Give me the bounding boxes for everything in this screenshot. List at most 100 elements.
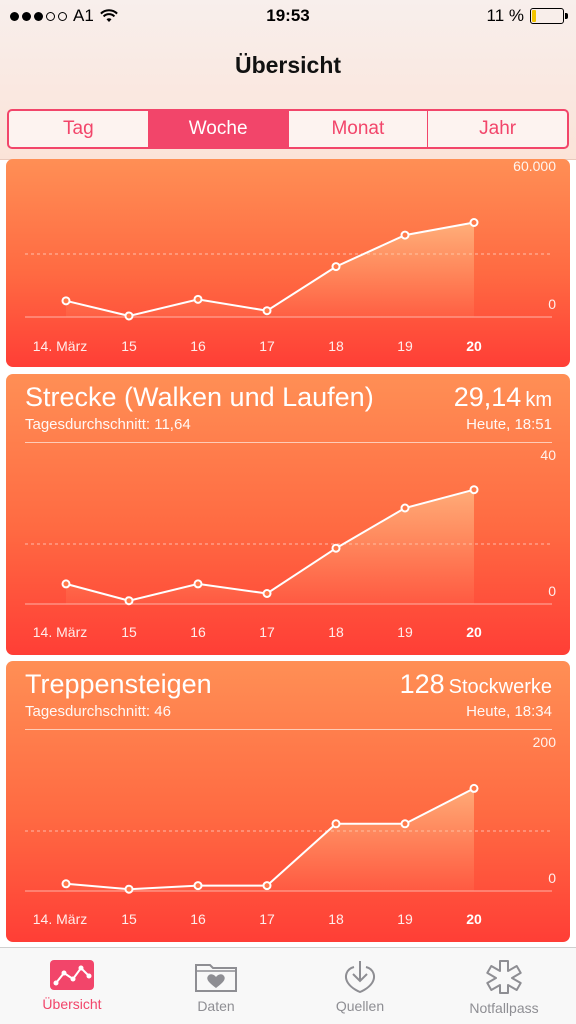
card-title: Strecke (Walken und Laufen) xyxy=(25,382,374,412)
stairs-chart: 200 0 14. März 15 16 17 18 19 20 xyxy=(25,734,557,927)
tab-uebersicht[interactable]: Übersicht xyxy=(0,948,144,1024)
card-average: Tagesdurchschnitt: 46 xyxy=(25,703,171,720)
card-timestamp: Heute, 18:51 xyxy=(466,416,552,433)
steps-chart: 60.000 0 14. März 15 16 17 18 19 20 xyxy=(25,159,556,354)
x-tick-6: 20 xyxy=(466,624,482,640)
asterisk-icon xyxy=(486,960,522,994)
chart-icon xyxy=(50,960,94,990)
card-title: Treppensteigen xyxy=(25,669,212,699)
y-tick-max: 60.000 xyxy=(513,159,556,174)
stairs-card[interactable]: Treppensteigen Tagesdurchschnitt: 46 128… xyxy=(6,661,570,942)
battery-percent: 11 % xyxy=(486,6,525,25)
card-average: Tagesdurchschnitt: 11,64 xyxy=(25,416,191,433)
x-tick-0: 14. März xyxy=(33,911,87,927)
data-point-0 xyxy=(61,579,71,589)
tab-daten[interactable]: Daten xyxy=(144,948,288,1024)
signal-icon xyxy=(10,11,67,21)
data-point-3 xyxy=(262,881,272,891)
tab-bar: Übersicht Daten Quellen Notfallpass xyxy=(0,947,576,1024)
value-number: 128 xyxy=(399,669,445,699)
data-point-1 xyxy=(124,311,134,321)
segment-monat[interactable]: Monat xyxy=(289,111,429,147)
download-heart-icon xyxy=(345,961,375,993)
segment-jahr[interactable]: Jahr xyxy=(479,118,517,139)
distance-chart: 40 0 14. März 15 16 17 18 19 20 xyxy=(25,447,556,640)
x-tick-2: 16 xyxy=(190,624,206,640)
tab-label: Daten xyxy=(197,998,235,1014)
y-tick-max: 200 xyxy=(533,734,557,750)
divider xyxy=(25,729,552,730)
data-point-2 xyxy=(193,579,203,589)
heart-folder-icon xyxy=(195,964,237,992)
data-point-2 xyxy=(193,881,203,891)
value-number: 29,14 xyxy=(453,382,522,412)
x-tick-3: 17 xyxy=(259,624,275,640)
data-point-5 xyxy=(400,230,410,240)
y-tick-zero: 0 xyxy=(548,296,556,312)
x-tick-3: 17 xyxy=(259,911,275,927)
x-tick-5: 19 xyxy=(397,624,413,640)
x-tick-0: 14. März xyxy=(33,624,87,640)
card-value: 128 Stockwerke xyxy=(400,669,552,700)
x-tick-3: 17 xyxy=(259,338,275,354)
data-point-5 xyxy=(400,819,410,829)
status-bar: A1 19:53 11 % xyxy=(0,6,576,28)
segment-tag[interactable]: Tag xyxy=(9,111,149,147)
x-tick-4: 18 xyxy=(328,911,344,927)
x-tick-6: 20 xyxy=(466,338,482,354)
data-point-4 xyxy=(331,543,341,553)
data-point-4 xyxy=(331,819,341,829)
tab-label: Quellen xyxy=(335,998,385,1014)
data-point-0 xyxy=(61,879,71,889)
card-value: 29,14 km xyxy=(454,382,552,413)
card-timestamp: Heute, 18:34 xyxy=(466,703,552,720)
battery-icon xyxy=(530,8,568,24)
data-point-6 xyxy=(469,783,479,793)
value-unit: km xyxy=(525,389,552,411)
tab-label: Notfallpass xyxy=(469,1000,539,1016)
y-tick-zero: 0 xyxy=(548,583,556,599)
segment-woche[interactable]: Woche xyxy=(148,111,289,147)
tab-notfallpass[interactable]: Notfallpass xyxy=(432,948,576,1024)
data-point-6 xyxy=(469,485,479,495)
page-title: Übersicht xyxy=(234,52,342,78)
data-point-3 xyxy=(262,306,272,316)
x-tick-4: 18 xyxy=(328,338,344,354)
x-tick-0: 14. März xyxy=(33,338,87,354)
clock: 19:53 xyxy=(266,6,310,25)
chart-area xyxy=(66,489,474,604)
data-point-1 xyxy=(124,884,134,894)
tab-label: Übersicht xyxy=(42,996,102,1012)
chart-area xyxy=(66,788,474,891)
carrier: A1 xyxy=(73,6,94,25)
x-tick-5: 19 xyxy=(397,911,413,927)
x-tick-2: 16 xyxy=(190,911,206,927)
y-tick-zero: 0 xyxy=(548,870,556,886)
divider xyxy=(25,442,552,443)
steps-card[interactable]: 60.000 0 14. März 15 16 17 18 19 20 xyxy=(6,159,570,367)
chart-area xyxy=(66,222,474,317)
data-point-4 xyxy=(331,262,341,272)
data-point-3 xyxy=(262,589,272,598)
data-point-0 xyxy=(61,296,71,306)
x-tick-1: 15 xyxy=(121,338,137,354)
x-tick-6: 20 xyxy=(466,911,482,927)
x-tick-2: 16 xyxy=(190,338,206,354)
data-point-2 xyxy=(193,294,203,304)
data-point-6 xyxy=(469,218,479,227)
header: A1 19:53 11 % Übersicht Tag Woche Monat … xyxy=(0,0,576,160)
x-tick-4: 18 xyxy=(328,624,344,640)
period-segmented-control: Tag Woche Monat Jahr xyxy=(7,109,569,149)
card-header: Strecke (Walken und Laufen) Tagesdurchsc… xyxy=(6,374,570,444)
y-tick-max: 40 xyxy=(540,447,556,463)
data-point-1 xyxy=(124,596,134,606)
data-point-5 xyxy=(400,503,410,513)
value-unit: Stockwerke xyxy=(448,676,552,698)
x-tick-1: 15 xyxy=(121,624,137,640)
distance-card[interactable]: Strecke (Walken und Laufen) Tagesdurchsc… xyxy=(6,374,570,655)
x-tick-1: 15 xyxy=(121,911,137,927)
wifi-icon xyxy=(99,9,118,22)
card-header: Treppensteigen Tagesdurchschnitt: 46 128… xyxy=(6,661,570,731)
x-tick-5: 19 xyxy=(397,338,413,354)
tab-quellen[interactable]: Quellen xyxy=(288,948,432,1024)
